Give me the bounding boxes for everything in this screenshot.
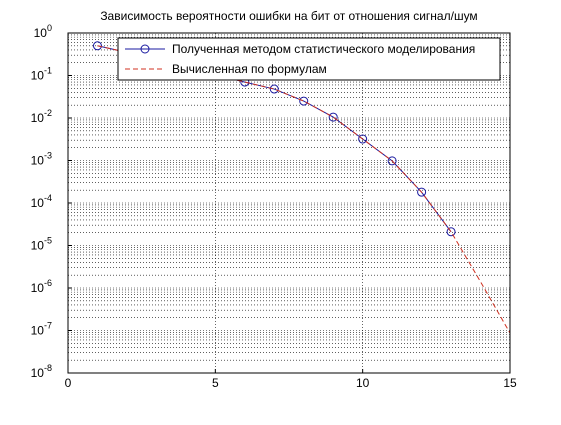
y-tick-exponent: -2: [44, 108, 52, 118]
y-tick-label: 10-7: [31, 321, 52, 338]
x-tick-label: 15: [503, 376, 517, 390]
y-tick-exponent: -1: [44, 66, 52, 76]
y-tick-exponent: -7: [44, 321, 52, 331]
y-tick-exponent: -4: [44, 193, 52, 203]
data-point: [417, 187, 427, 197]
legend-box: [117, 37, 501, 81]
data-point: [92, 41, 102, 51]
y-tick-label: 10-8: [31, 363, 52, 380]
y-tick-label: 10-1: [31, 66, 52, 83]
y-tick-base: 10: [31, 239, 45, 253]
x-tick-label: 5: [212, 376, 219, 390]
y-tick-label: 100: [34, 23, 52, 40]
y-tick-exponent: -6: [44, 278, 52, 288]
y-tick-label: 10-2: [31, 108, 52, 125]
y-tick-exponent: -8: [44, 363, 52, 373]
legend-label: Полученная методом статистического модел…: [172, 42, 475, 56]
legend: Полученная методом статистического модел…: [117, 37, 501, 81]
data-point: [446, 227, 456, 237]
x-tick-label: 0: [65, 376, 72, 390]
y-tick-base: 10: [31, 111, 45, 125]
legend-marker: [140, 44, 150, 54]
data-point: [328, 112, 338, 122]
y-tick-base: 10: [31, 69, 45, 83]
y-tick-base: 10: [31, 366, 45, 380]
y-tick-label: 10-3: [31, 151, 52, 168]
data-point: [269, 84, 279, 94]
plot-area: [68, 33, 510, 373]
data-point: [299, 96, 309, 106]
x-tick-label: 10: [356, 376, 370, 390]
y-tick-exponent: -5: [44, 236, 52, 246]
y-tick-base: 10: [34, 26, 48, 40]
data-point: [387, 156, 397, 166]
y-tick-base: 10: [31, 196, 45, 210]
y-tick-label: 10-6: [31, 278, 52, 295]
data-point: [358, 134, 368, 144]
y-tick-exponent: 0: [47, 23, 52, 33]
ticks: 0 5 10 1510-810-710-610-510-410-310-210-110…: [31, 23, 517, 390]
y-tick-base: 10: [31, 154, 45, 168]
y-tick-base: 10: [31, 324, 45, 338]
y-tick-exponent: -3: [44, 151, 52, 161]
y-tick-label: 10-4: [31, 193, 52, 210]
chart-title: Зависимость вероятности ошибки на бит от…: [100, 9, 477, 23]
y-tick-base: 10: [31, 281, 45, 295]
series-line: [97, 45, 511, 334]
legend-label: Вычисленная по формулам: [172, 62, 327, 76]
y-tick-label: 10-5: [31, 236, 52, 253]
